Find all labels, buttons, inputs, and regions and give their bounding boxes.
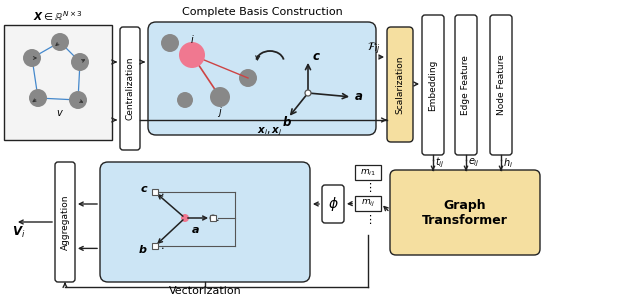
Text: Scalarization: Scalarization [396, 55, 404, 114]
Text: $\phi$: $\phi$ [328, 195, 339, 213]
FancyBboxPatch shape [120, 27, 140, 150]
Circle shape [210, 215, 216, 221]
Text: Vectorization: Vectorization [168, 286, 241, 296]
Text: Graph
Transformer: Graph Transformer [422, 198, 508, 226]
Text: $\boldsymbol{b}$: $\boldsymbol{b}$ [138, 243, 148, 255]
Circle shape [239, 69, 257, 87]
Text: $\cdot$: $\cdot$ [160, 188, 164, 198]
Circle shape [23, 49, 41, 67]
Text: $\boldsymbol{b}$: $\boldsymbol{b}$ [282, 115, 292, 129]
Text: $\boldsymbol{a}$: $\boldsymbol{a}$ [354, 89, 363, 102]
Circle shape [69, 91, 87, 109]
Bar [355, 196, 381, 211]
Text: Node Feature: Node Feature [497, 55, 506, 115]
FancyBboxPatch shape [455, 15, 477, 155]
Text: $\cdot$: $\cdot$ [160, 242, 164, 252]
Text: Embedding: Embedding [429, 59, 438, 111]
FancyBboxPatch shape [390, 170, 540, 255]
Bar [152, 189, 158, 195]
FancyBboxPatch shape [422, 15, 444, 155]
Bar [4, 25, 112, 140]
FancyBboxPatch shape [100, 162, 310, 282]
Text: $\mathcal{F}_{ij}$: $\mathcal{F}_{ij}$ [367, 41, 381, 57]
Text: $\boldsymbol{V}_i$: $\boldsymbol{V}_i$ [12, 224, 26, 239]
Text: $\vdots$: $\vdots$ [364, 213, 372, 226]
FancyBboxPatch shape [55, 162, 75, 282]
Bar [152, 243, 158, 249]
Text: Centralization: Centralization [125, 57, 134, 120]
Text: $v$: $v$ [56, 108, 64, 118]
Text: $h_i$: $h_i$ [503, 156, 513, 170]
Circle shape [161, 34, 179, 52]
Text: $\boldsymbol{c}$: $\boldsymbol{c}$ [140, 184, 148, 194]
Text: Edge Feature: Edge Feature [461, 55, 470, 115]
Text: $\boldsymbol{X} \in \mathbb{R}^{N\times 3}$: $\boldsymbol{X} \in \mathbb{R}^{N\times … [33, 9, 83, 23]
Text: Aggregation: Aggregation [61, 194, 70, 250]
Bar [355, 165, 381, 180]
Circle shape [179, 42, 205, 68]
FancyBboxPatch shape [490, 15, 512, 155]
FancyBboxPatch shape [148, 22, 376, 135]
Text: $m_{i1}$: $m_{i1}$ [360, 167, 376, 178]
Text: $i$: $i$ [189, 33, 195, 45]
Text: $t_{ij}$: $t_{ij}$ [435, 156, 445, 170]
Circle shape [181, 214, 189, 222]
Circle shape [305, 90, 311, 96]
Text: Complete Basis Construction: Complete Basis Construction [182, 7, 342, 17]
Text: $m_{ij}$: $m_{ij}$ [361, 198, 375, 209]
Text: $\boldsymbol{a}$: $\boldsymbol{a}$ [191, 225, 200, 235]
Text: $e_{ij}$: $e_{ij}$ [468, 157, 480, 169]
Text: $j$: $j$ [217, 105, 223, 119]
FancyBboxPatch shape [322, 185, 344, 223]
Text: $\boldsymbol{c}$: $\boldsymbol{c}$ [312, 50, 321, 63]
Circle shape [29, 89, 47, 107]
Circle shape [177, 92, 193, 108]
Circle shape [210, 87, 230, 107]
Text: $\cdot$: $\cdot$ [215, 214, 220, 224]
Text: $\boldsymbol{x}_i, \boldsymbol{x}_j$: $\boldsymbol{x}_i, \boldsymbol{x}_j$ [257, 126, 283, 138]
Bar [210, 215, 216, 221]
Text: $\vdots$: $\vdots$ [364, 182, 372, 194]
FancyBboxPatch shape [387, 27, 413, 142]
Circle shape [51, 33, 69, 51]
Circle shape [71, 53, 89, 71]
